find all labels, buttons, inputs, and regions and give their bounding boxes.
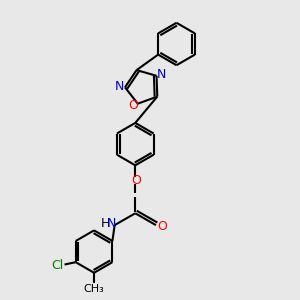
Text: O: O <box>158 220 167 233</box>
Text: Cl: Cl <box>51 259 64 272</box>
Text: N: N <box>107 217 116 230</box>
Text: O: O <box>128 99 138 112</box>
Text: CH₃: CH₃ <box>84 284 104 294</box>
Text: N: N <box>157 68 166 81</box>
Text: O: O <box>131 173 141 187</box>
Text: H: H <box>101 217 110 230</box>
Text: N: N <box>115 80 124 93</box>
